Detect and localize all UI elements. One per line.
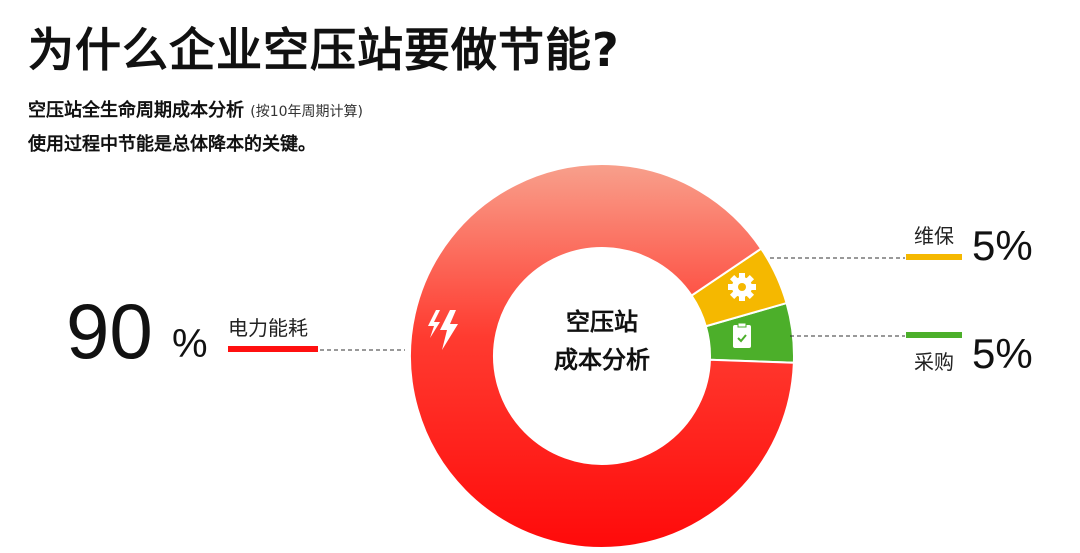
subtitle-note: (按10年周期计算) <box>250 104 364 120</box>
page-title: 为什么企业空压站要做节能? <box>28 23 620 77</box>
subtitle-main: 空压站全生命周期成本分析 <box>28 100 244 121</box>
power-label: 电力能耗 <box>228 316 308 340</box>
slice-power <box>409 163 795 549</box>
maintenance-value: 5% <box>972 222 1033 269</box>
clipboard-check-icon <box>733 322 751 348</box>
center-label-line2: 成本分析 <box>554 346 650 374</box>
maintenance-legend-bar <box>906 254 962 260</box>
subtitle-2: 使用过程中节能是总体降本的关键。 <box>28 134 316 155</box>
power-value: 90 <box>66 287 153 375</box>
purchase-legend-bar <box>906 332 962 338</box>
lightning-icon <box>428 310 458 350</box>
purchase-value: 5% <box>972 330 1033 377</box>
subtitle: 空压站全生命周期成本分析 (按10年周期计算) <box>28 96 363 122</box>
power-legend-bar <box>228 346 318 352</box>
gear-icon <box>728 273 756 301</box>
maintenance-label: 维保 <box>914 224 954 248</box>
center-label-line1: 空压站 <box>566 308 638 336</box>
purchase-label: 采购 <box>914 350 954 374</box>
power-unit: % <box>172 322 208 366</box>
